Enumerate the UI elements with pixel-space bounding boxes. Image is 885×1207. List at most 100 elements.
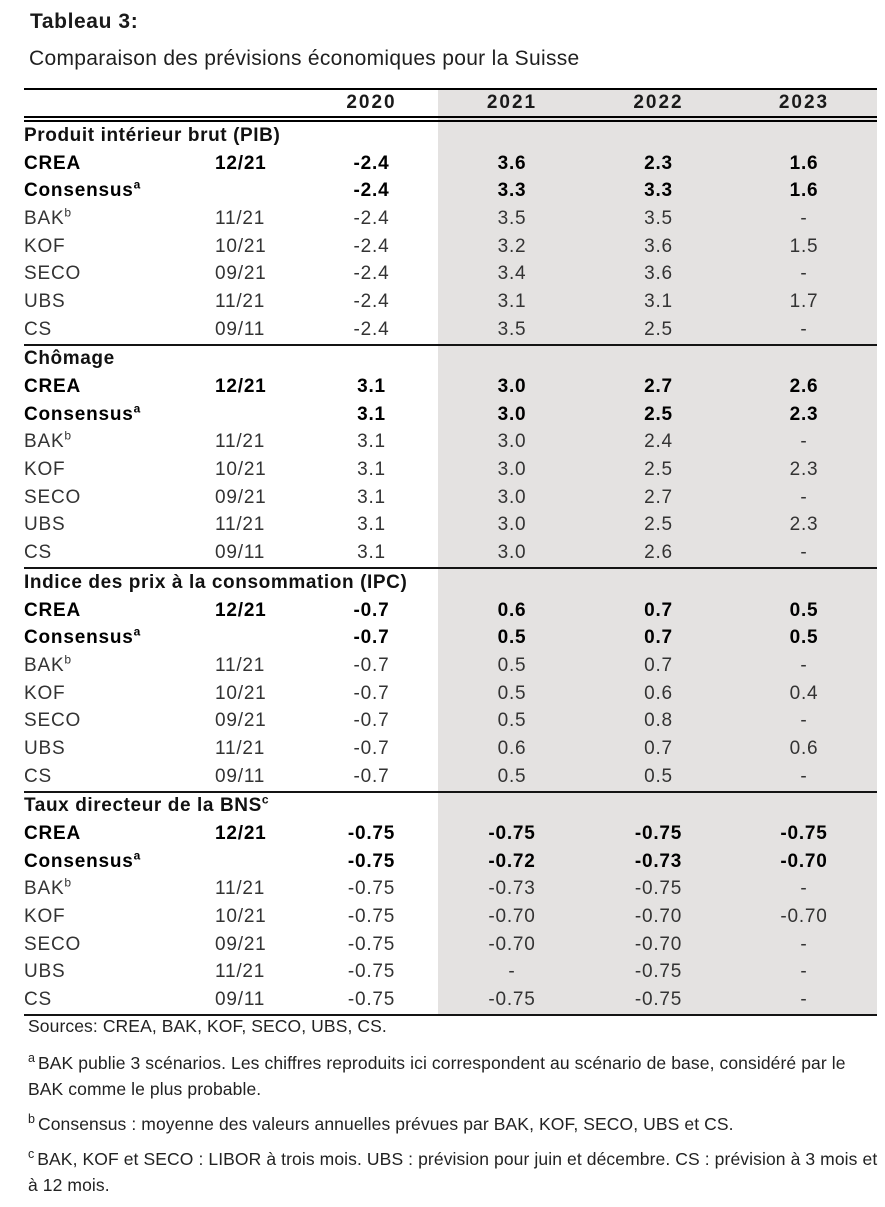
forecast-date-cell: 09/11 bbox=[215, 986, 305, 1016]
source-name-cell: BAKb bbox=[24, 652, 215, 680]
footnote-b: b Consensus : moyenne des valeurs annuell… bbox=[28, 1111, 878, 1137]
footnote-c: c BAK, KOF et SECO : LIBOR à trois mois. … bbox=[28, 1146, 878, 1198]
value-cell-2020: -0.75 bbox=[347, 878, 396, 900]
source-name-cell: CS bbox=[24, 539, 215, 569]
value-cell-2023: -0.75 bbox=[731, 820, 877, 848]
table-body: Produit intérieur brut (PIB) CREA 12/21 -2.… bbox=[24, 119, 877, 1016]
value-cell-2021: -0.73 bbox=[438, 875, 586, 904]
table-row-seco: SECO 09/21 -2.4 3.4 3.6- bbox=[24, 260, 877, 289]
section-title: Produit intérieur brut (PIB) bbox=[24, 124, 281, 146]
section-title-cell: Produit intérieur brut (PIB) bbox=[24, 119, 438, 150]
source-name: SECO bbox=[24, 710, 82, 732]
value-cell-2023: -0.70 bbox=[731, 847, 877, 876]
year-header-2022: 2022 bbox=[586, 88, 731, 122]
source-name: UBS bbox=[24, 737, 66, 759]
forecast-date-cell: 11/21 bbox=[215, 654, 266, 676]
source-name-superscript: a bbox=[133, 848, 141, 863]
value-cell-2023: - bbox=[731, 539, 877, 569]
value-cell-2021: 3.0 bbox=[438, 428, 586, 457]
source-name: UBS bbox=[24, 514, 66, 536]
value-cell-2023: - bbox=[731, 652, 877, 680]
footnote-a-text: BAK publie 3 scénarios. Les chiffres rep… bbox=[28, 1053, 846, 1099]
table-row-consensus: Consensusa -2.4 3.3 3.3 1.6 bbox=[24, 177, 877, 206]
source-name: Consensus bbox=[24, 180, 134, 202]
year-header-2023: 2023 bbox=[731, 88, 877, 122]
source-name: SECO bbox=[24, 486, 82, 508]
source-name-cell: SECO bbox=[24, 931, 215, 959]
section-title-cell: Indice des prix à la consommation (IPC) bbox=[24, 568, 438, 597]
value-cell-2021: 3.1 bbox=[438, 288, 586, 316]
value-cell-2022: 3.6 bbox=[586, 232, 731, 261]
source-name-cell: SECO bbox=[24, 484, 215, 512]
forecast-date-cell: 10/21 bbox=[215, 459, 267, 481]
source-name: BAK bbox=[24, 207, 65, 229]
source-name-superscript: a bbox=[133, 624, 141, 639]
source-name: SECO bbox=[24, 263, 82, 285]
value-cell-2021: 3.5 bbox=[438, 315, 586, 346]
source-name-cell: CREA bbox=[24, 373, 215, 401]
source-name-cell: UBS bbox=[24, 512, 215, 540]
source-name: KOF bbox=[24, 682, 66, 704]
source-name: CREA bbox=[24, 823, 82, 845]
value-cell-2020: 3.1 bbox=[305, 539, 438, 569]
section-header-row: Indice des prix à la consommation (IPC) bbox=[24, 568, 877, 597]
source-name: Consensus bbox=[24, 627, 134, 649]
forecast-date-cell: 12/21 bbox=[215, 823, 267, 845]
value-cell-2021: 0.5 bbox=[438, 679, 586, 708]
forecast-date-cell bbox=[215, 848, 305, 876]
source-name-cell: CS bbox=[24, 315, 215, 346]
value-cell-2023: - bbox=[731, 958, 877, 987]
table-row-consensus: Consensusa -0.75 -0.72 -0.73 -0.70 bbox=[24, 847, 877, 876]
forecast-date-cell: 11/21 bbox=[215, 207, 266, 229]
value-cell-2022: -0.70 bbox=[586, 903, 731, 931]
empty-shaded-cell bbox=[438, 119, 586, 150]
section-header-row: Chômage bbox=[24, 344, 877, 374]
source-name-cell: CREA bbox=[24, 150, 215, 178]
value-cell-2022: 2.7 bbox=[586, 483, 731, 512]
source-name: CS bbox=[24, 542, 52, 564]
value-cell-2022: 0.7 bbox=[586, 624, 731, 653]
value-cell-2022: 3.3 bbox=[586, 177, 731, 206]
value-cell-2022: 2.5 bbox=[586, 511, 731, 540]
value-cell-2022: 2.5 bbox=[586, 400, 731, 429]
value-cell-2020: -2.4 bbox=[353, 263, 390, 285]
value-cell-2021: 3.3 bbox=[438, 177, 586, 206]
source-name: BAK bbox=[24, 654, 65, 676]
table-row-cs: CS 09/11 -2.4 3.5 2.5- bbox=[24, 315, 877, 346]
value-cell-2022: 2.5 bbox=[586, 456, 731, 484]
forecast-date-cell: 11/21 bbox=[215, 961, 266, 983]
source-name-superscript: b bbox=[64, 205, 72, 220]
value-cell-2021: -0.75 bbox=[438, 986, 586, 1016]
value-cell-2020: -0.75 bbox=[347, 823, 396, 845]
source-name-superscript: a bbox=[133, 401, 141, 416]
value-cell-2023: 1.6 bbox=[731, 177, 877, 206]
source-name-cell: BAKb bbox=[24, 205, 215, 233]
value-cell-2020: -2.4 bbox=[353, 180, 390, 202]
table-row-bak: BAKb 11/21 -0.75 -0.73 -0.75- bbox=[24, 875, 877, 904]
source-name: UBS bbox=[24, 290, 66, 312]
value-cell-2020: -2.4 bbox=[353, 235, 390, 257]
empty-shaded-cell bbox=[438, 791, 586, 821]
value-cell-2023: - bbox=[731, 260, 877, 289]
section-title-superscript: c bbox=[261, 793, 269, 808]
table-row-bak: BAKb 11/21 -2.4 3.5 3.5- bbox=[24, 205, 877, 233]
year-header-row: 2020 2021 2022 2023 bbox=[24, 88, 877, 122]
value-cell-2023: -0.70 bbox=[731, 903, 877, 931]
value-cell-2023: 1.5 bbox=[731, 232, 877, 261]
value-cell-2023: - bbox=[731, 707, 877, 736]
value-cell-2022: 0.7 bbox=[586, 735, 731, 763]
value-cell-2020: -2.4 bbox=[305, 315, 438, 346]
table-row-seco: SECO 09/21 3.1 3.0 2.7- bbox=[24, 483, 877, 512]
table-row-ubs: UBS 11/21 -0.7 0.6 0.7 0.6 bbox=[24, 735, 877, 763]
value-cell-2023: 2.3 bbox=[731, 400, 877, 429]
source-name-superscript: b bbox=[64, 429, 72, 444]
value-cell-2021: 3.0 bbox=[438, 456, 586, 484]
value-cell-2023: 0.6 bbox=[731, 735, 877, 763]
forecast-date-cell: 11/21 bbox=[215, 737, 266, 759]
footnotes-block: Sources: CREA, BAK, KOF, SECO, UBS, CS. … bbox=[28, 1013, 878, 1207]
source-name-cell: CS bbox=[24, 762, 215, 793]
source-name-cell: BAKb bbox=[24, 876, 215, 904]
source-name-superscript: b bbox=[64, 876, 72, 891]
value-cell-2021: 0.5 bbox=[438, 624, 586, 653]
source-name-superscript: a bbox=[133, 177, 141, 192]
